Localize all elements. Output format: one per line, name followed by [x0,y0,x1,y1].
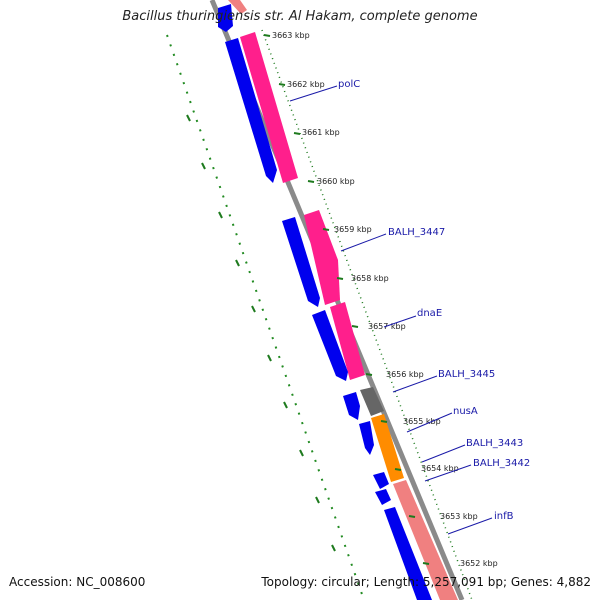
gene-rna [371,414,404,482]
gene-label-dnae[interactable]: dnaE [417,308,442,319]
gene-forward-cds [384,507,432,600]
axis-tick-label: 3661 kbp [302,128,340,137]
gene-forward-cds [225,38,277,183]
gene-forward-cds [312,310,348,381]
outer-mark [283,401,288,409]
axis-tick-label: 3653 kbp [440,512,478,521]
leader-line [447,517,493,535]
axis-tick-label: 3656 kbp [386,370,424,379]
axis-tick [351,325,359,328]
axis-ticks [263,34,430,565]
axis-tick-label: 3659 kbp [334,225,372,234]
genome-summary-text: Topology: circular; Length: 5,257,091 bp… [261,575,591,589]
outer-mark [315,496,320,504]
axis-tick [263,34,271,37]
gene-reverse-cds [330,302,365,380]
outer-mark [201,162,206,170]
accession-text: Accession: NC_008600 [9,575,146,589]
leader-line [392,375,438,393]
outer-ring-marks [186,114,336,552]
axis-tick [336,277,344,280]
gene-label-balh-3443[interactable]: BALH_3443 [466,438,523,449]
axis-tick [307,180,315,183]
gene-reverse-cds [240,32,298,183]
axis-tick [278,83,286,86]
gene-forward-cds [373,472,389,489]
leader-line [421,444,466,463]
leader-line [289,85,338,102]
axis-tick-label: 3652 kbp [460,559,498,568]
leader-line [383,315,417,328]
outer-mark [251,305,256,313]
axis-tick [322,228,330,231]
axis-tick-label: 3662 kbp [287,80,325,89]
axis-tick [394,468,402,471]
leader-line [406,412,453,433]
gene-reverse-cds [228,0,247,14]
leader-line [340,233,387,252]
gene-label-polc[interactable]: polC [338,79,360,90]
outer-mark [218,211,223,219]
gene-forward-cds [218,4,233,32]
axis-tick-label: 3660 kbp [317,177,355,186]
gene-labels: polC BALH_3447 dnaE BALH_3445 nusA BALH_… [338,79,530,522]
gene-label-balh-3442[interactable]: BALH_3442 [473,458,530,469]
gene-label-leaders [289,85,493,535]
axis-tick [293,132,301,135]
gene-forward-cds [359,421,374,455]
axis-tick [422,562,430,565]
gene-label-infb[interactable]: infB [494,511,514,522]
gene-forward-cds [282,217,320,307]
axis-tick-label: 3654 kbp [421,464,459,473]
outer-mark [235,259,240,267]
gene-label-balh-3445[interactable]: BALH_3445 [438,369,495,380]
axis-tick [380,420,388,423]
axis-tick-labels: 3663 kbp 3662 kbp 3661 kbp 3660 kbp 3659… [272,31,498,568]
axis-tick-label: 3663 kbp [272,31,310,40]
gene-label-nusa[interactable]: nusA [453,406,478,417]
gene-label-balh-3447[interactable]: BALH_3447 [388,227,445,238]
gene-pseudo [360,387,384,416]
outer-mark [299,449,304,457]
axis-tick [365,373,373,376]
gene-reverse-cds [393,480,458,600]
outer-mark [186,114,191,122]
map-title: Bacillus thuringiensis str. Al Hakam, co… [122,9,478,24]
outer-mark [267,354,272,362]
axis-tick-label: 3658 kbp [351,274,389,283]
gene-forward-cds [343,392,360,420]
axis-tick [408,515,416,518]
outer-mark [331,544,336,552]
leader-line [424,464,472,482]
gene-reverse-cds [304,210,340,305]
axis-tick-label: 3655 kbp [403,417,441,426]
gene-forward-cds [375,489,391,505]
